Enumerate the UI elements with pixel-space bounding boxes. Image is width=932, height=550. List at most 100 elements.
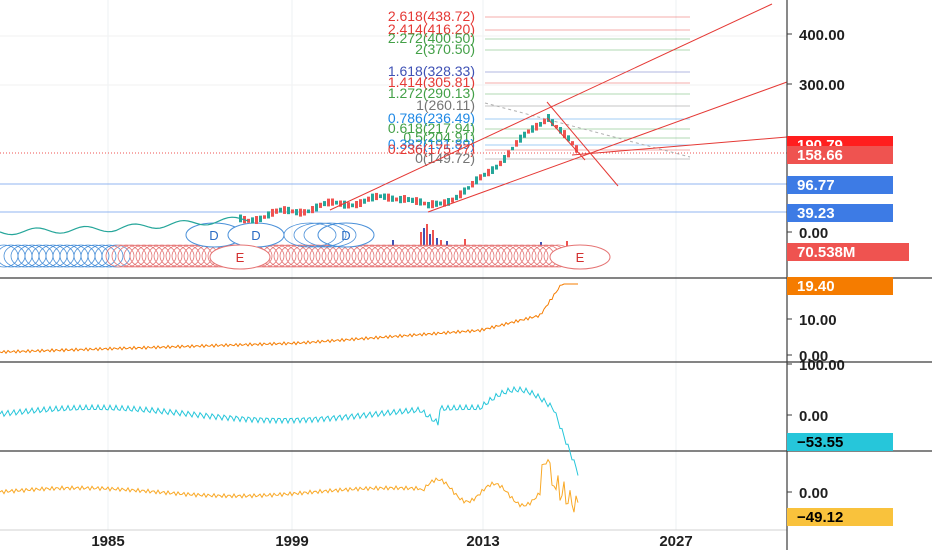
candle	[371, 193, 374, 202]
value-tag-1-0: 19.40	[797, 278, 835, 295]
candle	[463, 187, 466, 195]
candle	[375, 192, 378, 201]
trend-channels	[329, 3, 788, 213]
candle	[511, 146, 514, 151]
candle	[351, 203, 354, 208]
fib-label-6: 1.272(290.13)	[388, 85, 475, 101]
y-tick-label-2-1: 0.00	[799, 408, 828, 425]
indicator-panes	[0, 283, 579, 513]
earnings-bubble	[465, 244, 495, 268]
price-candles	[0, 114, 578, 236]
earnings-bubble	[435, 244, 465, 268]
horizontal-lines	[0, 152, 787, 213]
value-tag-0-3: 39.23	[797, 205, 835, 222]
x-tick-label-2: 2013	[466, 533, 499, 550]
volume-bar-6	[436, 238, 438, 246]
channel-line-2	[546, 101, 619, 187]
dividend-extra-2	[303, 222, 357, 248]
dividend-extra-0	[283, 222, 337, 248]
indicator-2-line	[0, 385, 579, 476]
candle	[491, 166, 494, 174]
indicator-1-line	[0, 283, 578, 355]
candle	[391, 195, 394, 202]
earnings-bubble	[417, 244, 447, 268]
price-line-early	[0, 216, 249, 236]
y-tick-label-0-0: 400.00	[799, 27, 845, 44]
earnings-bubble	[357, 244, 387, 268]
candle	[535, 122, 538, 131]
candle	[359, 199, 362, 208]
value-tag-bg-3-0	[787, 508, 893, 526]
earnings-marker-bg-0	[209, 244, 271, 270]
earnings-bubble	[387, 244, 417, 268]
earnings-bubble	[501, 244, 531, 268]
fib-label-5: 1.414(305.81)	[388, 74, 475, 90]
candle	[515, 140, 518, 147]
earnings-bubble	[471, 244, 501, 268]
candle	[247, 218, 250, 223]
x-tick-label-1: 1999	[275, 533, 308, 550]
candle	[419, 198, 422, 206]
volume-bar-0	[392, 240, 394, 246]
fib-label-0: 2.618(438.72)	[388, 8, 475, 24]
event-markers: D D DE E	[0, 222, 611, 270]
candle	[355, 200, 358, 209]
candle	[451, 197, 454, 203]
earnings-bubble	[171, 244, 201, 268]
price-axis: 400.00300.000.0010.000.00100.000.000.001…	[786, 0, 909, 550]
earnings-bubble	[177, 244, 207, 268]
earnings-bubble	[363, 244, 393, 268]
candle	[567, 135, 570, 142]
x-tick-label-3: 2027	[659, 533, 692, 550]
earnings-bubble	[375, 244, 405, 268]
volume-bar-10	[540, 242, 542, 246]
earnings-bubble	[303, 244, 333, 268]
earnings-bubble	[507, 244, 537, 268]
earnings-bubble	[459, 244, 489, 268]
candle	[279, 207, 282, 213]
channel-line-3	[546, 117, 586, 161]
y-tick-label-2-0: 100.00	[799, 357, 845, 374]
earnings-bubble	[273, 244, 303, 268]
earnings-bubble	[279, 244, 309, 268]
dividend-marker-0: D	[209, 228, 218, 243]
earnings-bubble	[369, 244, 399, 268]
channel-line-1	[427, 81, 788, 213]
volume-bar-8	[446, 241, 448, 246]
candle	[411, 197, 414, 203]
dividend-bubble	[94, 244, 124, 268]
candle	[335, 200, 338, 205]
value-tag-3-0: −49.12	[797, 509, 843, 526]
volume-bar-3	[426, 224, 428, 246]
fib-label-7: 1(260.11)	[416, 97, 475, 113]
candle	[271, 208, 274, 217]
earnings-bubble	[405, 244, 435, 268]
earnings-marker-bg-1	[549, 244, 611, 270]
candle	[555, 124, 558, 129]
candle	[395, 197, 398, 202]
time-axis: 1985 1999 2013 2027	[91, 533, 692, 550]
fib-label-8: 0.786(236.49)	[388, 110, 475, 126]
candle	[255, 216, 258, 225]
candle	[347, 202, 350, 209]
value-tag-0-4: 70.538M	[797, 244, 855, 261]
candle	[399, 195, 402, 204]
earnings-bubble	[513, 244, 543, 268]
earnings-bubble	[351, 244, 381, 268]
candle	[291, 209, 294, 214]
candle	[303, 209, 306, 216]
earnings-bubble	[297, 244, 327, 268]
candle	[459, 190, 462, 199]
earnings-bubble	[381, 244, 411, 268]
candle	[367, 196, 370, 202]
y-tick-label-1-1: 0.00	[799, 348, 828, 365]
candle	[523, 131, 526, 138]
earnings-bubble	[393, 244, 423, 268]
candle	[531, 125, 534, 133]
candle	[479, 174, 482, 181]
indicator-3-line	[0, 458, 579, 513]
candle	[439, 201, 442, 206]
candle	[403, 195, 406, 203]
candle	[407, 197, 410, 203]
